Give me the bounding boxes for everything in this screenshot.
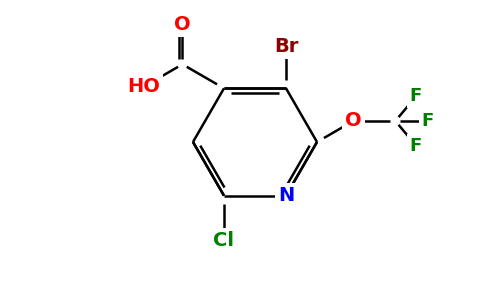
Text: HO: HO bbox=[127, 77, 160, 96]
Text: O: O bbox=[174, 15, 191, 34]
Text: N: N bbox=[278, 186, 294, 205]
Text: Br: Br bbox=[274, 37, 298, 56]
Text: F: F bbox=[421, 112, 434, 130]
Text: O: O bbox=[345, 112, 362, 130]
Text: F: F bbox=[410, 136, 422, 154]
Text: Cl: Cl bbox=[213, 231, 235, 250]
Text: F: F bbox=[410, 88, 422, 106]
